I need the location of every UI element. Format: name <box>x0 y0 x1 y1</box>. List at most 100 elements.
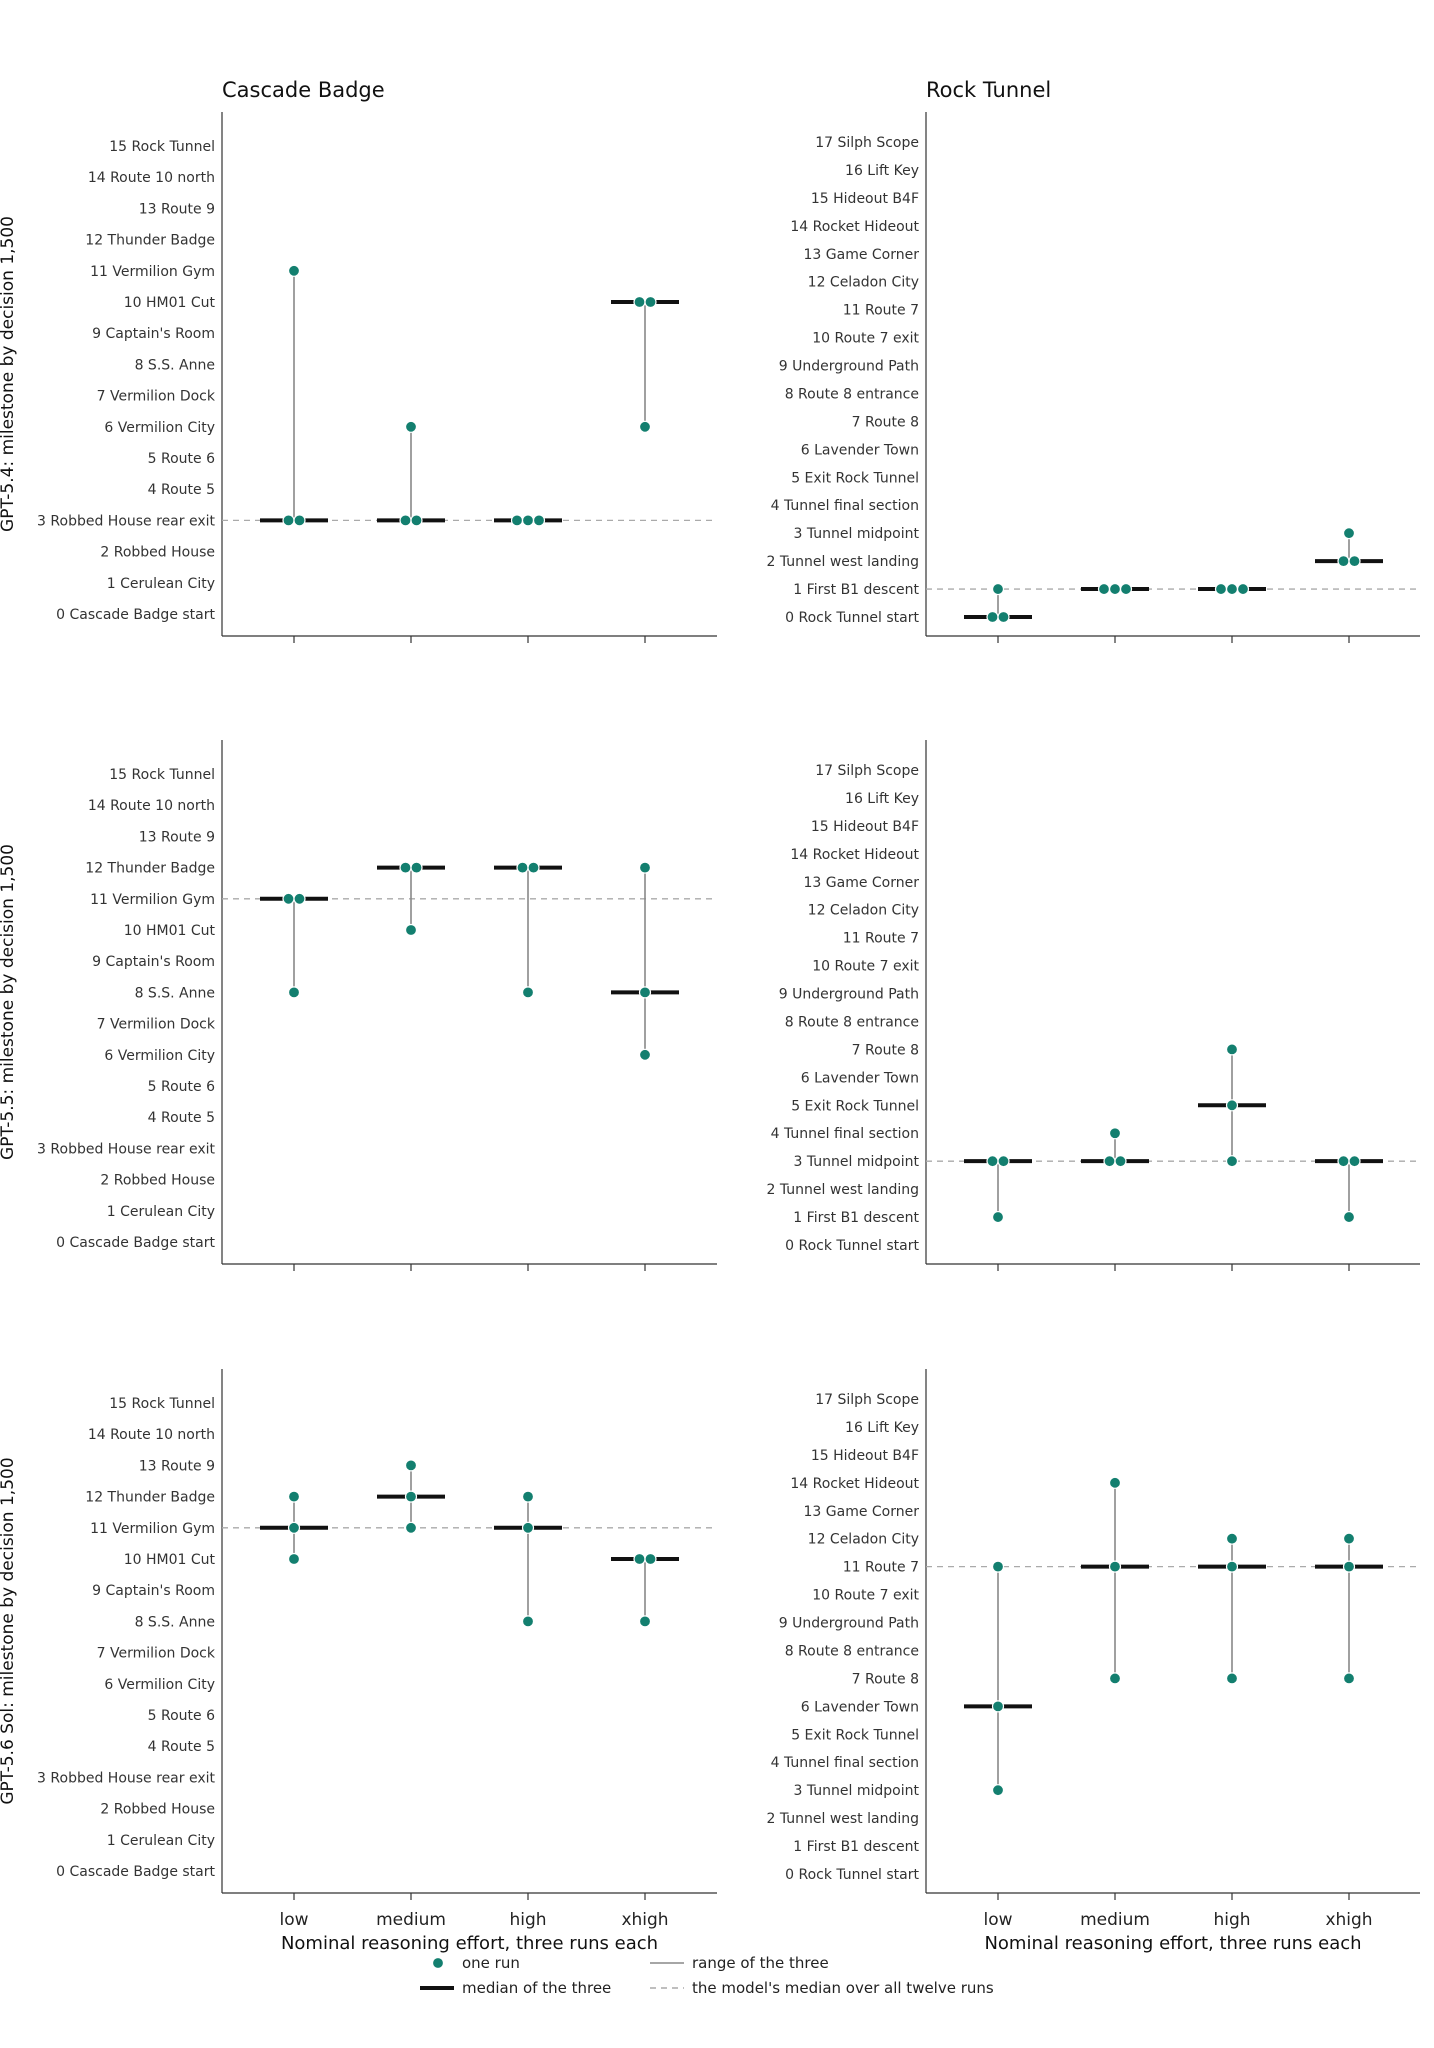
y-tick-label: 16 Lift Key <box>845 1420 919 1436</box>
y-tick-label: 14 Route 10 north <box>88 798 215 814</box>
y-tick-label: 5 Exit Rock Tunnel <box>791 1098 919 1114</box>
y-tick-label: 1 First B1 descent <box>793 1839 919 1855</box>
y-tick-label: 9 Underground Path <box>779 359 919 375</box>
run-point <box>1108 1560 1122 1573</box>
y-tick-label: 14 Rocket Hideout <box>790 219 919 235</box>
row-y-label: GPT-5.4: milestone by decision 1,500 <box>0 216 18 532</box>
y-tick-label: 1 Cerulean City <box>107 576 215 592</box>
run-point <box>510 514 524 527</box>
y-tick-label: 4 Tunnel final section <box>771 1755 919 1771</box>
y-tick-label: 11 Vermilion Gym <box>90 264 215 280</box>
run-point <box>1342 1532 1356 1545</box>
run-point <box>399 861 412 874</box>
run-point <box>1225 1672 1239 1685</box>
run-point <box>991 1700 1005 1713</box>
y-tick-label: 7 Route 8 <box>852 1671 919 1687</box>
run-point <box>1236 582 1250 596</box>
y-tick-label: 2 Robbed House <box>100 545 215 561</box>
y-tick-label: 10 HM01 Cut <box>124 1552 216 1568</box>
y-tick-label: 0 Rock Tunnel start <box>785 1238 919 1254</box>
legend-overall-label: the model's median over all twelve runs <box>692 1979 994 1997</box>
x-tick-label: high <box>509 1910 546 1930</box>
y-tick-label: 7 Route 8 <box>852 414 919 430</box>
panel-gpt-5-4-rock-tunnel: Rock Tunnel 0 Rock Tunnel start 1 First B1… <box>766 78 1420 643</box>
run-point <box>293 892 306 905</box>
y-tick-label: 9 Underground Path <box>779 987 919 1003</box>
y-tick-label: 16 Lift Key <box>845 791 919 807</box>
y-tick-label: 12 Celadon City <box>808 903 919 919</box>
run-point <box>633 1552 646 1566</box>
run-point <box>1119 582 1133 596</box>
legend-range-label: range of the three <box>692 1954 829 1972</box>
run-point <box>521 1490 535 1503</box>
run-point <box>1225 1099 1239 1112</box>
y-tick-label: 11 Route 7 <box>843 1560 919 1576</box>
run-point <box>1108 1476 1122 1489</box>
run-point <box>986 610 999 624</box>
run-point <box>287 1552 301 1566</box>
y-tick-label: 9 Underground Path <box>779 1616 919 1632</box>
y-tick-label: 3 Robbed House rear exit <box>37 1141 215 1157</box>
y-tick-label: 13 Game Corner <box>804 247 920 263</box>
panel-gpt-5-6-sol-cascade-badge: 0 Cascade Badge start 1 Cerulean City 2 Ro… <box>0 1369 717 1954</box>
run-point <box>644 1552 657 1566</box>
run-point <box>410 514 423 527</box>
run-point <box>521 986 535 999</box>
run-point <box>521 1521 535 1534</box>
run-point <box>1342 1672 1356 1685</box>
run-point <box>991 582 1005 596</box>
y-tick-label: 5 Route 6 <box>148 1079 215 1095</box>
x-tick-label: low <box>279 1910 308 1930</box>
y-tick-label: 8 Route 8 entrance <box>785 1643 919 1659</box>
y-tick-label: 4 Tunnel final section <box>771 498 919 514</box>
y-tick-label: 0 Cascade Badge start <box>56 607 215 623</box>
run-point <box>1225 1532 1239 1545</box>
y-tick-label: 11 Route 7 <box>843 931 919 947</box>
run-point <box>986 1155 999 1168</box>
x-tick-label: high <box>1213 1910 1250 1930</box>
y-tick-label: 15 Hideout B4F <box>811 1448 919 1464</box>
run-point <box>287 1521 301 1534</box>
row-y-label: GPT-5.5: milestone by decision 1,500 <box>0 844 18 1160</box>
y-tick-label: 10 HM01 Cut <box>124 923 216 939</box>
run-point <box>404 1490 418 1503</box>
x-tick-label: xhigh <box>621 1910 668 1930</box>
y-tick-label: 1 First B1 descent <box>793 1210 919 1226</box>
run-point <box>410 861 423 874</box>
x-tick-label: xhigh <box>1325 1910 1372 1930</box>
run-point <box>521 514 535 527</box>
y-tick-label: 5 Exit Rock Tunnel <box>791 470 919 486</box>
y-tick-label: 2 Tunnel west landing <box>766 1811 919 1827</box>
x-tick-label: medium <box>1080 1910 1150 1930</box>
run-point <box>1103 1155 1116 1168</box>
run-point <box>287 1490 301 1503</box>
y-tick-label: 6 Lavender Town <box>801 1699 919 1715</box>
run-point <box>1348 1155 1361 1168</box>
y-tick-label: 5 Route 6 <box>148 1708 215 1724</box>
legend-run-label: one run <box>462 1954 520 1972</box>
y-tick-label: 13 Game Corner <box>804 1504 920 1520</box>
y-tick-label: 16 Lift Key <box>845 163 919 179</box>
y-tick-label: 5 Route 6 <box>148 451 215 467</box>
run-point <box>1097 582 1111 596</box>
y-tick-label: 13 Route 9 <box>139 201 215 217</box>
y-tick-label: 10 Route 7 exit <box>812 1588 919 1604</box>
y-tick-label: 6 Lavender Town <box>801 442 919 458</box>
panel-title: Cascade Badge <box>222 78 385 102</box>
panels: Cascade Badge 0 Cascade Badge start 1 Ceru… <box>0 78 1420 1954</box>
y-tick-label: 15 Rock Tunnel <box>109 1396 215 1412</box>
panel-gpt-5-4-cascade-badge: Cascade Badge 0 Cascade Badge start 1 Ceru… <box>0 78 717 643</box>
y-tick-label: 15 Hideout B4F <box>811 819 919 835</box>
run-point <box>532 514 546 527</box>
y-tick-label: 7 Route 8 <box>852 1042 919 1058</box>
y-tick-label: 15 Hideout B4F <box>811 191 919 207</box>
y-tick-label: 3 Robbed House rear exit <box>37 1770 215 1786</box>
run-point <box>1337 555 1350 568</box>
run-point <box>644 295 657 309</box>
y-tick-label: 1 First B1 descent <box>793 582 919 598</box>
y-tick-label: 7 Vermilion Dock <box>97 1017 216 1033</box>
x-tick-label: medium <box>376 1910 446 1930</box>
y-tick-label: 6 Lavender Town <box>801 1070 919 1086</box>
run-point <box>1108 1672 1122 1685</box>
run-point <box>282 892 295 905</box>
